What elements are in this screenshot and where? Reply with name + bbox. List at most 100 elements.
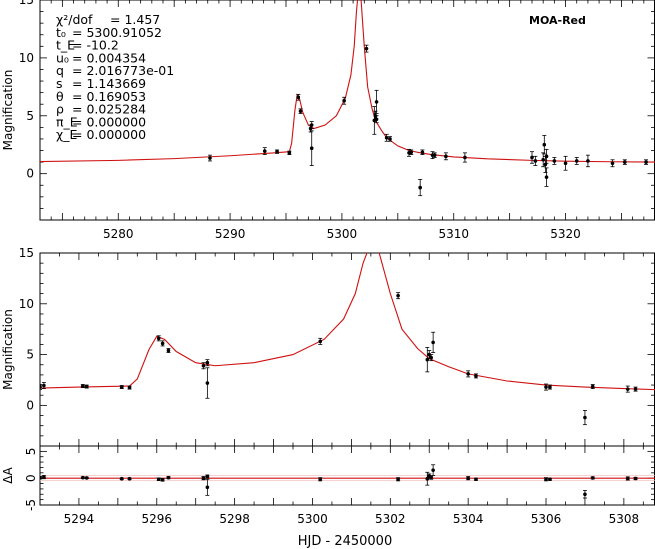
fit-parameter-value: = 0.004354 bbox=[72, 50, 146, 65]
data-point bbox=[473, 373, 478, 379]
fit-parameter-row: t₀ = 5300.91052 bbox=[56, 25, 162, 40]
data-point bbox=[610, 159, 615, 168]
x-tick-label: 5290 bbox=[215, 227, 246, 241]
data-point bbox=[582, 410, 587, 426]
fit-parameter-row: u₀ = 0.004354 bbox=[56, 50, 146, 65]
data-point bbox=[590, 384, 595, 390]
data-point bbox=[40, 475, 42, 480]
y-tick-label: 5 bbox=[24, 448, 38, 456]
data-point bbox=[119, 385, 124, 390]
fit-parameter-value: = 0.025284 bbox=[72, 102, 146, 117]
data-point bbox=[205, 474, 210, 479]
data-point bbox=[364, 44, 369, 53]
x-tick-label: 5300 bbox=[327, 227, 358, 241]
x-tick-label: 5296 bbox=[141, 512, 172, 526]
data-point bbox=[462, 152, 467, 163]
fit-parameter-name: t₀ bbox=[56, 25, 66, 40]
full-lightcurve-panel: 5280 5290 5300 5310 5320 0 5 10 15 Magnification bbox=[1, 0, 655, 241]
data-point bbox=[544, 477, 549, 482]
data-point bbox=[563, 155, 568, 171]
data-point bbox=[287, 150, 292, 155]
x-tick-label: 5294 bbox=[64, 512, 95, 526]
fit-parameter-row: χ_E= 0.000000 bbox=[56, 127, 146, 142]
model-curve bbox=[40, 253, 655, 391]
data-point bbox=[625, 476, 630, 481]
data-point bbox=[205, 478, 210, 496]
data-point bbox=[275, 149, 280, 154]
data-point bbox=[374, 115, 379, 124]
fit-parameter-name: s bbox=[56, 76, 63, 91]
fit-parameter-value: = 0.000000 bbox=[72, 127, 146, 142]
data-point bbox=[84, 476, 89, 480]
data-point bbox=[547, 477, 552, 482]
data-point bbox=[473, 477, 478, 482]
data-point bbox=[542, 135, 547, 155]
data-point bbox=[387, 136, 392, 142]
data-point bbox=[574, 157, 579, 165]
data-point bbox=[582, 490, 587, 499]
data-point bbox=[622, 159, 627, 165]
data-point bbox=[298, 108, 303, 114]
data-point bbox=[409, 149, 414, 155]
data-point bbox=[40, 384, 42, 391]
x-tick-label: 5280 bbox=[103, 227, 134, 241]
dataset-label: MOA-Red bbox=[529, 14, 586, 27]
y-tick-label: 15 bbox=[19, 0, 34, 7]
data-point bbox=[396, 292, 401, 300]
data-point bbox=[429, 475, 434, 480]
data-point bbox=[466, 476, 471, 481]
y-tick-label: 10 bbox=[19, 297, 34, 311]
x-tick-label: 5300 bbox=[297, 512, 328, 526]
fit-parameter-value: = 2.016773e-01 bbox=[72, 63, 174, 78]
data-point bbox=[80, 475, 85, 480]
fit-parameter-name: ρ bbox=[56, 102, 64, 117]
data-point bbox=[432, 152, 437, 158]
data-point bbox=[530, 151, 534, 164]
fit-parameter-name: χ_E bbox=[56, 127, 77, 142]
fit-parameter-row: ρ = 0.025284 bbox=[56, 102, 146, 117]
y-tick-label: 5 bbox=[26, 109, 34, 123]
data-point bbox=[466, 370, 471, 378]
fit-parameter-name: u₀ bbox=[56, 50, 69, 65]
data-point bbox=[160, 477, 165, 482]
data-point bbox=[318, 337, 323, 345]
fit-parameter-value: = 1.457 bbox=[110, 12, 160, 27]
data-point bbox=[119, 476, 124, 481]
data-point bbox=[443, 152, 448, 161]
data-point bbox=[544, 148, 549, 164]
fit-parameter-value: = -10.2 bbox=[72, 38, 119, 53]
fit-parameter-name: t_E bbox=[56, 38, 75, 53]
x-tick-label: 5306 bbox=[531, 512, 562, 526]
data-point bbox=[84, 384, 89, 389]
data-point bbox=[318, 477, 323, 482]
data-point bbox=[374, 89, 379, 114]
data-point bbox=[127, 476, 132, 481]
data-point bbox=[633, 386, 638, 392]
data-point bbox=[420, 149, 425, 155]
residuals-panel: 5294 5296 5298 5300 5302 5304 5306 5308 -5 0 5 ΔA bbox=[1, 445, 655, 526]
data-point bbox=[544, 167, 549, 187]
data-point bbox=[205, 359, 210, 367]
data-point bbox=[296, 93, 301, 101]
data-point bbox=[431, 464, 436, 476]
data-point bbox=[41, 475, 46, 480]
y-tick-label: 15 bbox=[19, 246, 34, 260]
x-tick-label: 5304 bbox=[453, 512, 484, 526]
fit-parameter-row: t_E= -10.2 bbox=[56, 38, 119, 53]
x-tick-label: 5302 bbox=[375, 512, 406, 526]
data-point bbox=[201, 362, 206, 370]
data-point bbox=[644, 159, 649, 165]
data-point bbox=[625, 385, 630, 393]
data-point bbox=[590, 476, 595, 480]
data-point bbox=[41, 382, 46, 390]
fit-parameter-row: π_E= 0.000000 bbox=[56, 114, 146, 129]
fit-parameter-name: q bbox=[56, 63, 64, 78]
data-point bbox=[342, 96, 347, 105]
x-axis-label: HJD - 2450000 bbox=[298, 534, 392, 549]
data-point bbox=[429, 354, 434, 362]
data-point bbox=[425, 347, 430, 373]
fit-parameter-row: θ = 0.169053 bbox=[56, 89, 146, 104]
data-point bbox=[127, 385, 132, 390]
